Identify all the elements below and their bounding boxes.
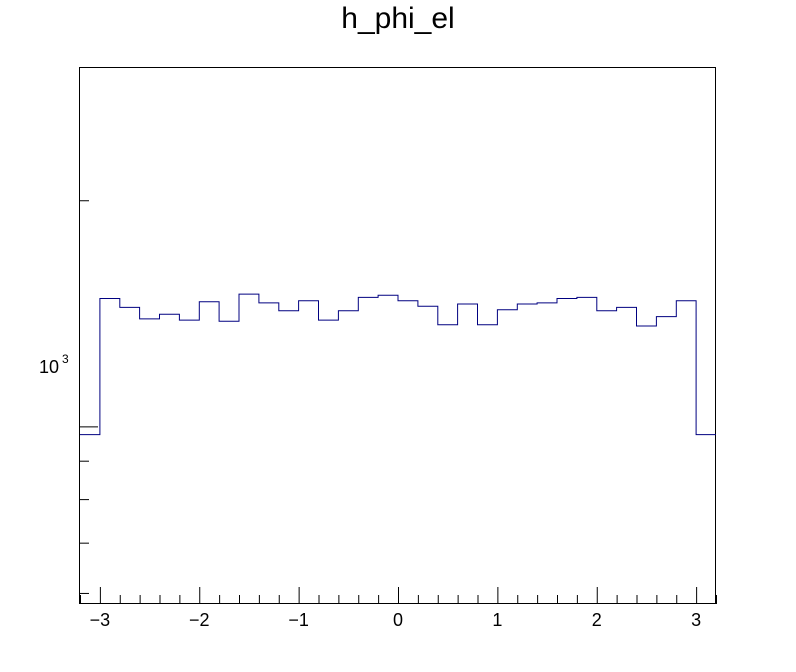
x-tick-label: 3 — [691, 610, 701, 630]
y-axis-ticks — [80, 200, 98, 594]
y-tick-label-exponent: 3 — [62, 352, 69, 366]
x-tick-label: −2 — [189, 610, 210, 630]
x-tick-label: 0 — [393, 610, 403, 630]
x-tick-label: −3 — [90, 610, 111, 630]
x-axis-ticks — [80, 587, 717, 604]
x-axis-tick-labels: −3 −2 −1 0 1 2 3 — [90, 610, 702, 630]
x-tick-label: −1 — [288, 610, 309, 630]
x-tick-label: 2 — [592, 610, 602, 630]
plot-frame — [79, 67, 716, 604]
chart-title: h_phi_el — [341, 2, 455, 35]
histogram-line — [80, 293, 716, 436]
y-tick-label-base: 10 — [39, 357, 59, 377]
x-tick-label: 1 — [492, 610, 502, 630]
